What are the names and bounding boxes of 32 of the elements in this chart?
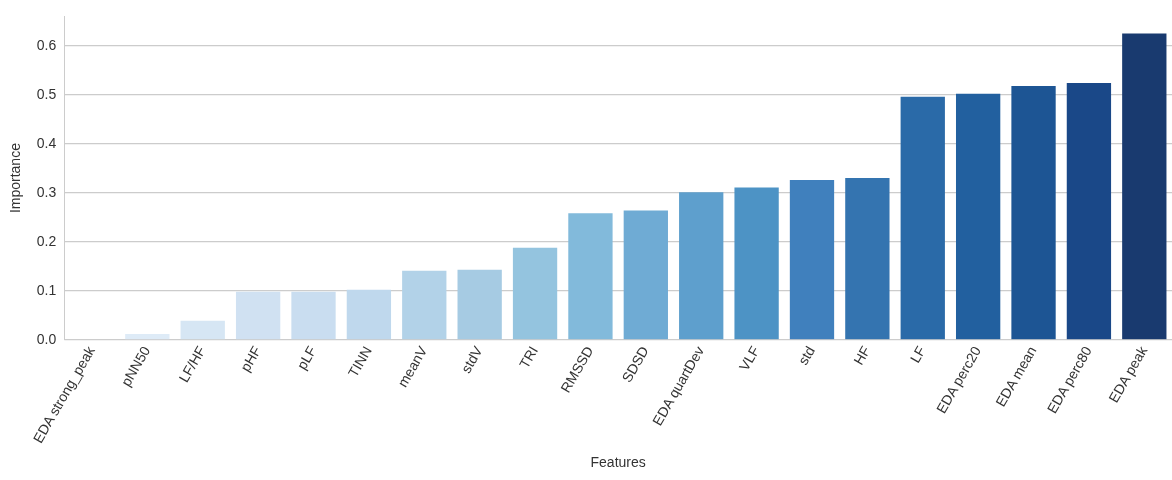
x-tick-label: std	[794, 343, 818, 368]
bar	[900, 96, 945, 340]
bar	[1011, 85, 1056, 340]
bar	[568, 213, 613, 340]
bar	[512, 247, 558, 340]
y-tick-label: 0.5	[36, 85, 57, 102]
y-tick-label: 0.2	[36, 232, 57, 249]
y-tick-label: 0.6	[36, 36, 57, 53]
bar	[180, 320, 225, 340]
bar	[1066, 83, 1112, 340]
bar	[679, 192, 724, 340]
x-axis-title: Features	[590, 454, 646, 471]
bar	[955, 93, 1001, 340]
y-tick-label: 0.0	[36, 330, 57, 347]
x-tick-label: LF	[906, 343, 929, 366]
bar	[845, 178, 890, 340]
bar	[457, 269, 502, 340]
x-tick-label: TRI	[515, 343, 541, 371]
bar	[291, 291, 336, 340]
bar	[125, 333, 170, 340]
y-tick-label: 0.3	[36, 183, 57, 200]
bar	[623, 210, 668, 340]
y-tick-label: 0.4	[36, 134, 57, 151]
bar	[789, 180, 835, 340]
bar	[346, 289, 392, 340]
bar	[402, 270, 447, 340]
bar	[734, 187, 779, 340]
bar	[1122, 33, 1167, 340]
bar	[235, 291, 281, 340]
y-axis-title: Importance	[7, 142, 24, 214]
x-tick-label: HF	[850, 343, 874, 368]
y-tick-label: 0.1	[36, 281, 57, 298]
